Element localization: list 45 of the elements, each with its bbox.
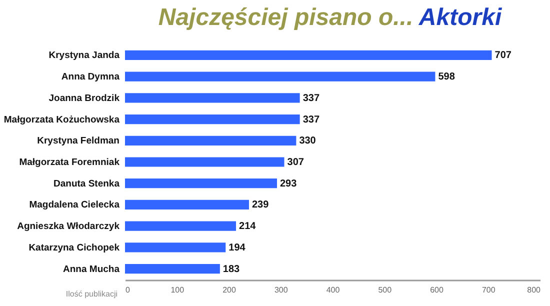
y-tick-label: Anna Mucha xyxy=(63,264,120,275)
x-axis-title: Ilość publikacji xyxy=(66,290,118,298)
y-tick-label: Małgorzata Foremniak xyxy=(19,157,120,168)
x-tick-label: 500 xyxy=(378,286,392,294)
x-tick-label: 300 xyxy=(274,286,288,294)
data-label: 330 xyxy=(299,136,316,147)
y-tick-label: Małgorzata Kożuchowska xyxy=(4,114,120,126)
y-tick-label: Katarzyna Cichopek xyxy=(28,242,120,254)
x-tick-label: 700 xyxy=(482,286,496,294)
data-label: 183 xyxy=(222,264,240,275)
bar xyxy=(125,114,300,124)
bar xyxy=(125,221,236,231)
x-tick-label: 800 xyxy=(527,286,542,294)
bar xyxy=(125,200,249,210)
bar xyxy=(125,264,220,274)
bar xyxy=(125,178,277,188)
x-tick-label: 200 xyxy=(222,286,236,294)
x-tick-label: 600 xyxy=(430,286,444,294)
x-tick-label: 400 xyxy=(326,286,340,294)
data-label: 337 xyxy=(302,114,320,126)
y-tick-label: Magdalena Cielecka xyxy=(29,200,120,211)
y-tick-label: Krystyna Janda xyxy=(48,50,120,62)
bar xyxy=(125,72,436,82)
y-tick-label: Anna Dymna xyxy=(61,72,120,83)
chart-subtitle: Aktorki xyxy=(418,4,502,31)
data-label: 307 xyxy=(287,157,304,168)
y-tick-label: Krystyna Feldman xyxy=(37,136,120,147)
data-label: 598 xyxy=(438,72,456,83)
y-tick-label: Danuta Stenka xyxy=(54,178,120,190)
chart-title: Najczęściej pisano o... xyxy=(158,4,414,31)
data-label: 214 xyxy=(239,221,256,232)
data-label: 293 xyxy=(280,178,298,190)
bar xyxy=(125,50,492,60)
data-label: 337 xyxy=(302,92,320,104)
bar xyxy=(125,93,300,103)
y-tick-label: Agnieszka Włodarczyk xyxy=(17,221,120,232)
y-tick-label: Joanna Brodzik xyxy=(48,92,120,104)
bar xyxy=(125,157,284,167)
x-tick-label: 100 xyxy=(170,286,185,294)
bar xyxy=(125,242,226,252)
x-tick-label: 0 xyxy=(126,286,130,294)
data-label: 194 xyxy=(228,242,246,254)
data-label: 239 xyxy=(252,200,270,211)
data-label: 707 xyxy=(494,50,512,62)
bar xyxy=(125,136,296,146)
